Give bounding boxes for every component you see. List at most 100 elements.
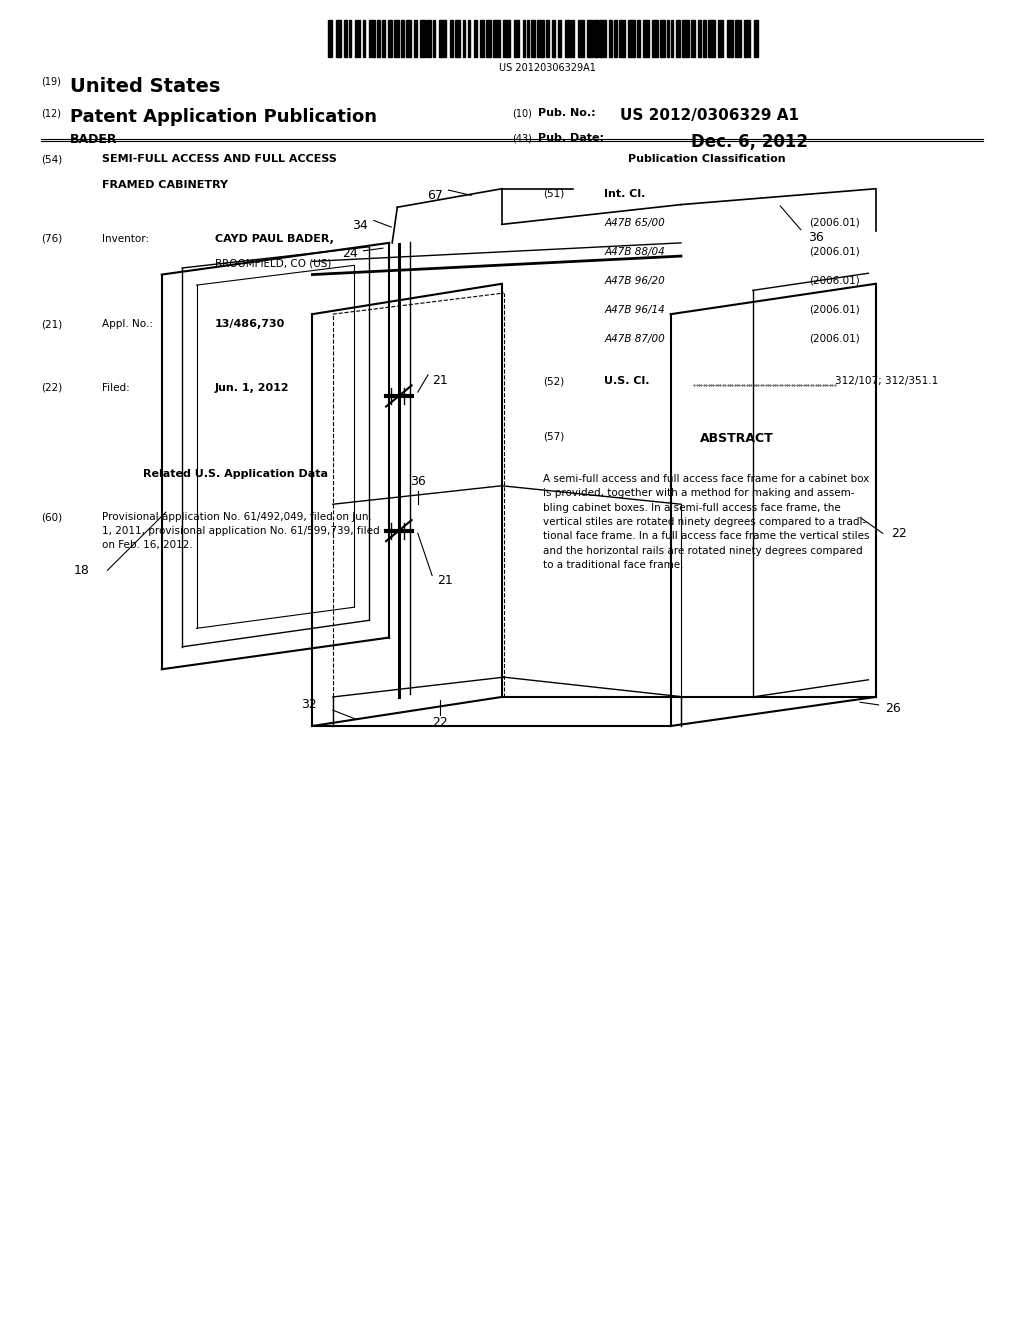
Bar — [382, 20, 385, 57]
Text: US 2012/0306329 A1: US 2012/0306329 A1 — [620, 108, 799, 123]
Text: US 20120306329A1: US 20120306329A1 — [500, 63, 596, 74]
Bar — [527, 20, 529, 57]
Text: (76): (76) — [41, 234, 62, 244]
Bar — [336, 20, 341, 57]
Bar — [455, 20, 460, 57]
Text: A47B 87/00: A47B 87/00 — [604, 334, 665, 345]
Text: (60): (60) — [41, 512, 62, 523]
Bar — [377, 20, 380, 57]
Bar — [691, 20, 695, 57]
Text: Appl. No.:: Appl. No.: — [102, 319, 154, 330]
Bar — [660, 20, 665, 57]
Bar — [480, 20, 484, 57]
Bar — [474, 20, 477, 57]
Text: (54): (54) — [41, 154, 62, 165]
Text: Publication Classification: Publication Classification — [628, 154, 785, 165]
Bar — [388, 20, 392, 57]
Text: 21: 21 — [437, 574, 454, 587]
Text: (51): (51) — [543, 189, 564, 199]
Text: ABSTRACT: ABSTRACT — [700, 432, 774, 445]
Text: SEMI-FULL ACCESS AND FULL ACCESS: SEMI-FULL ACCESS AND FULL ACCESS — [102, 154, 337, 165]
Bar — [599, 20, 606, 57]
Bar — [348, 20, 351, 57]
Bar — [671, 20, 673, 57]
Bar — [538, 20, 544, 57]
Text: (43): (43) — [512, 133, 531, 144]
Text: 32: 32 — [301, 698, 317, 711]
Text: Int. Cl.: Int. Cl. — [604, 189, 645, 199]
Bar — [415, 20, 418, 57]
Bar — [754, 20, 758, 57]
Bar — [735, 20, 741, 57]
Bar — [698, 20, 701, 57]
Text: FRAMED CABINETRY: FRAMED CABINETRY — [102, 180, 228, 190]
Bar — [407, 20, 411, 57]
Text: 312/107; 312/351.1: 312/107; 312/351.1 — [835, 376, 938, 387]
Text: Pub. Date:: Pub. Date: — [538, 133, 603, 144]
Bar — [400, 20, 404, 57]
Bar — [651, 20, 657, 57]
Bar — [620, 20, 625, 57]
Text: 21: 21 — [432, 374, 449, 387]
Text: A semi-full access and full access face frame for a cabinet box
is provided, tog: A semi-full access and full access face … — [543, 474, 869, 570]
Text: United States: United States — [70, 77, 220, 95]
Text: A47B 96/14: A47B 96/14 — [604, 305, 665, 315]
Text: (22): (22) — [41, 383, 62, 393]
Text: 26: 26 — [885, 702, 901, 715]
Bar — [558, 20, 560, 57]
Text: Inventor:: Inventor: — [102, 234, 150, 244]
Bar — [468, 20, 470, 57]
Bar — [546, 20, 549, 57]
Bar — [531, 20, 536, 57]
Text: (10): (10) — [512, 108, 531, 119]
Text: A47B 96/20: A47B 96/20 — [604, 276, 665, 286]
Text: (2006.01): (2006.01) — [809, 334, 860, 345]
Bar — [682, 20, 689, 57]
Text: Pub. No.:: Pub. No.: — [538, 108, 595, 119]
Bar — [450, 20, 454, 57]
Text: Dec. 6, 2012: Dec. 6, 2012 — [691, 133, 808, 152]
Bar — [523, 20, 525, 57]
Bar — [433, 20, 435, 57]
Text: 34: 34 — [352, 219, 369, 232]
Bar — [668, 20, 670, 57]
Text: U.S. Cl.: U.S. Cl. — [604, 376, 649, 387]
Text: (12): (12) — [41, 108, 61, 119]
Text: Jun. 1, 2012: Jun. 1, 2012 — [215, 383, 290, 393]
Text: 24: 24 — [342, 247, 358, 260]
Bar — [426, 20, 431, 57]
Bar — [564, 20, 570, 57]
Text: (2006.01): (2006.01) — [809, 218, 860, 228]
Text: 22: 22 — [891, 527, 907, 540]
Text: (52): (52) — [543, 376, 564, 387]
Bar — [727, 20, 733, 57]
Bar — [504, 20, 510, 57]
Bar — [718, 20, 723, 57]
Text: 13/486,730: 13/486,730 — [215, 319, 286, 330]
Text: (2006.01): (2006.01) — [809, 276, 860, 286]
Text: 67: 67 — [427, 189, 443, 202]
Bar — [328, 20, 332, 57]
Bar — [394, 20, 399, 57]
Text: 36: 36 — [410, 475, 426, 488]
Bar — [552, 20, 555, 57]
Bar — [420, 20, 425, 57]
Bar — [362, 20, 366, 57]
Text: 18: 18 — [74, 564, 90, 577]
Text: 22: 22 — [432, 715, 449, 729]
Text: 36: 36 — [808, 231, 824, 244]
Bar — [676, 20, 680, 57]
Bar — [744, 20, 751, 57]
Bar — [578, 20, 584, 57]
Text: (2006.01): (2006.01) — [809, 247, 860, 257]
Bar — [613, 20, 617, 57]
Bar — [628, 20, 635, 57]
Bar — [463, 20, 465, 57]
Text: (57): (57) — [543, 432, 564, 442]
Bar — [594, 20, 598, 57]
Text: (21): (21) — [41, 319, 62, 330]
Bar — [493, 20, 500, 57]
Bar — [708, 20, 715, 57]
Bar — [514, 20, 519, 57]
Text: Provisional application No. 61/492,049, filed on Jun.
1, 2011, provisional appli: Provisional application No. 61/492,049, … — [102, 512, 380, 550]
